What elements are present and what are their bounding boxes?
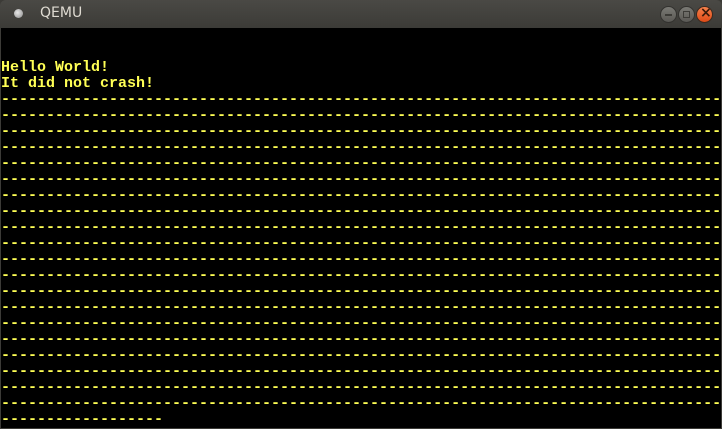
maximize-button[interactable] bbox=[678, 6, 695, 23]
console-line: ----------------------------------------… bbox=[1, 171, 721, 188]
console-line: ----------------------------------------… bbox=[1, 219, 721, 236]
console-line: ----------------------------------------… bbox=[1, 347, 721, 364]
console-line: ----------------------------------------… bbox=[1, 267, 721, 284]
title-bar[interactable]: QEMU bbox=[0, 0, 722, 28]
console-line: ----------------------------------------… bbox=[1, 395, 721, 412]
vm-display[interactable]: Hello World! It did not crash! -----------… bbox=[1, 28, 721, 428]
console-line: ----------------------------------------… bbox=[1, 123, 721, 140]
console-line: Hello World! bbox=[1, 59, 110, 76]
app-icon bbox=[14, 9, 23, 18]
console-line: ----------------------------------------… bbox=[1, 299, 721, 316]
console-line: ----------------------------------------… bbox=[1, 315, 721, 332]
console-line: ----------------------------------------… bbox=[1, 235, 721, 252]
console-line bbox=[1, 44, 721, 60]
console-line: ----------------------------------------… bbox=[1, 283, 721, 300]
console-line: ----------------------------------------… bbox=[1, 331, 721, 348]
console-line: ------------------ bbox=[1, 411, 164, 428]
console-line: ----------------------------------------… bbox=[1, 155, 721, 172]
console-line bbox=[1, 28, 721, 44]
console-line: It did not crash! bbox=[1, 75, 155, 92]
console-line: ----------------------------------------… bbox=[1, 187, 721, 204]
console-line: ----------------------------------------… bbox=[1, 363, 721, 380]
console-line: ----------------------------------------… bbox=[1, 379, 721, 396]
console-line: ----------------------------------------… bbox=[1, 203, 721, 220]
console-line: ----------------------------------------… bbox=[1, 139, 721, 156]
minimize-button[interactable] bbox=[660, 6, 677, 23]
console-line: ----------------------------------------… bbox=[1, 107, 721, 124]
console-line: ----------------------------------------… bbox=[1, 251, 721, 268]
console-line: ----------------------------------------… bbox=[1, 91, 721, 108]
close-button[interactable] bbox=[696, 5, 713, 23]
window-title: QEMU bbox=[40, 5, 83, 21]
